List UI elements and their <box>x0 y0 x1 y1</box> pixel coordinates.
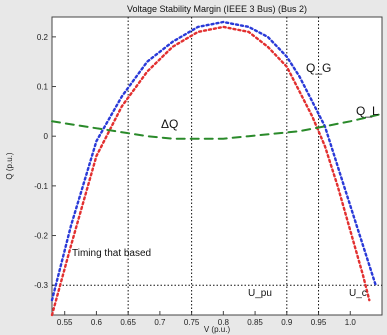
q-g-label: Q_G <box>306 61 331 75</box>
x-tick-label: 0.6 <box>91 318 103 327</box>
x-tick-label: 0.65 <box>120 318 136 327</box>
y-axis-label: Q (p.u.) <box>5 152 14 179</box>
chart-title: Voltage Stability Margin (IEEE 3 Bus) (B… <box>127 4 307 14</box>
q-l-label: Q_L <box>356 104 379 118</box>
y-tick-label: 0.1 <box>37 83 49 92</box>
u-c-label: U_c <box>349 288 367 299</box>
u-pu-label: U_pu <box>248 288 272 299</box>
y-tick-label: -0.1 <box>34 182 48 191</box>
delta-q-label: ΔQ <box>161 117 178 131</box>
y-tick-label: 0 <box>44 132 49 141</box>
x-tick-label: 0.75 <box>184 318 200 327</box>
y-tick-label: -0.2 <box>34 232 48 241</box>
x-tick-label: 0.7 <box>154 318 166 327</box>
x-tick-label: 0.8 <box>218 318 230 327</box>
x-tick-label: 0.85 <box>247 318 263 327</box>
x-tick-label: 0.95 <box>311 318 327 327</box>
x-tick-label: 0.55 <box>57 318 73 327</box>
y-tick-label: -0.3 <box>34 281 48 290</box>
timing-label: Timing that based <box>72 248 151 259</box>
x-tick-label: 0.9 <box>281 318 293 327</box>
x-tick-label: 1.0 <box>345 318 357 327</box>
y-tick-label: 0.2 <box>37 33 49 42</box>
